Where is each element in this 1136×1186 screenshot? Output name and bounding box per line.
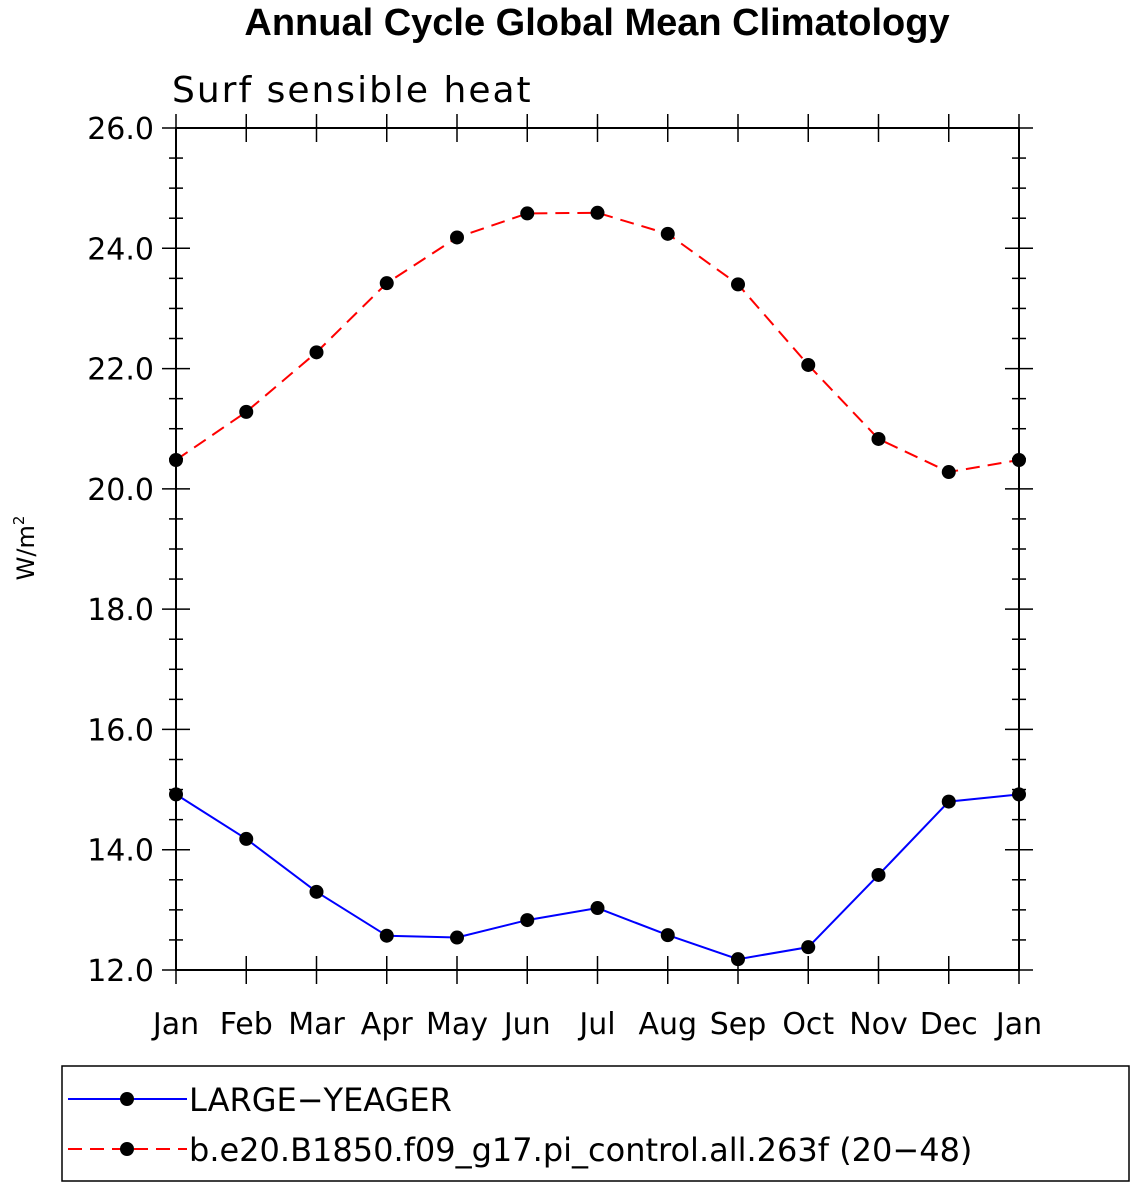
- data-point: [590, 901, 605, 916]
- chart-title: Annual Cycle Global Mean Climatology: [244, 2, 949, 44]
- data-point: [871, 867, 886, 882]
- series-2: [169, 205, 1026, 480]
- legend-marker: [120, 1142, 134, 1156]
- data-point: [660, 226, 675, 241]
- data-point: [520, 913, 535, 928]
- series-layer: [169, 205, 1026, 967]
- data-point: [731, 277, 745, 292]
- y-tick-label: 12.0: [87, 954, 154, 989]
- data-point: [450, 930, 464, 945]
- data-point: [520, 206, 535, 221]
- data-point: [309, 345, 324, 360]
- x-tick-label: Oct: [782, 1007, 834, 1042]
- x-tick-label: Nov: [849, 1007, 908, 1042]
- axes: 12.0 14.0 16.0 18.0 20.0 22.0 24.0 26.0 Jan Feb Ma…: [87, 112, 1042, 1042]
- data-point: [1012, 787, 1026, 802]
- y-tick-label: 20.0: [87, 473, 154, 508]
- data-point: [941, 465, 956, 480]
- data-point: [871, 431, 886, 446]
- y-tick-label: 26.0: [87, 112, 154, 147]
- x-tick-label: Feb: [220, 1007, 273, 1042]
- data-point: [450, 230, 464, 245]
- data-point: [660, 928, 675, 943]
- y-axis-label: W/m2: [10, 516, 40, 581]
- x-tick-label: Apr: [361, 1007, 414, 1042]
- y-tick-label: 22.0: [87, 353, 154, 388]
- series-line: [175, 211, 1020, 474]
- x-tick-label: Mar: [288, 1007, 345, 1042]
- y-tick-label: 16.0: [87, 713, 154, 748]
- x-tick-label: Sep: [710, 1007, 767, 1042]
- legend-label: b.e20.B1850.f09_g17.pi_control.all.263f …: [189, 1131, 972, 1169]
- chart-subtitle: Surf sensible heat: [172, 70, 533, 111]
- data-point: [941, 794, 956, 809]
- data-point: [590, 205, 605, 220]
- data-point: [379, 276, 394, 291]
- data-point: [1012, 452, 1026, 467]
- x-tick-label: Jan: [151, 1007, 199, 1042]
- data-point: [801, 940, 816, 955]
- x-tick-label: Aug: [638, 1007, 697, 1042]
- data-point: [169, 787, 183, 802]
- y-axis-label-exponent: 2: [10, 516, 28, 526]
- y-axis-label-unit: W/m: [12, 525, 40, 580]
- data-point: [379, 928, 394, 943]
- legend-marker: [120, 1092, 134, 1106]
- series-line: [175, 793, 1020, 961]
- legend: LARGE−YEAGER b.e20.B1850.f09_g17.pi_contr…: [68, 1081, 972, 1169]
- y-tick-label: 24.0: [87, 232, 154, 267]
- legend-label: LARGE−YEAGER: [189, 1081, 452, 1119]
- legend-box: [61, 1065, 1130, 1182]
- y-tick-label: 18.0: [87, 593, 154, 628]
- x-tick-label: Jul: [577, 1007, 615, 1042]
- data-point: [239, 404, 254, 419]
- data-point: [239, 831, 254, 846]
- data-point: [801, 357, 816, 372]
- y-tick-label: 14.0: [87, 834, 154, 869]
- data-point: [309, 884, 324, 899]
- data-point: [731, 952, 745, 967]
- x-tick-label: Jan: [994, 1007, 1042, 1042]
- plot-frame: [175, 127, 1020, 971]
- series-1: [169, 787, 1026, 967]
- x-tick-label: May: [426, 1007, 488, 1042]
- x-tick-label: Dec: [920, 1007, 978, 1042]
- x-tick-label: Jun: [502, 1007, 551, 1042]
- data-point: [169, 452, 183, 467]
